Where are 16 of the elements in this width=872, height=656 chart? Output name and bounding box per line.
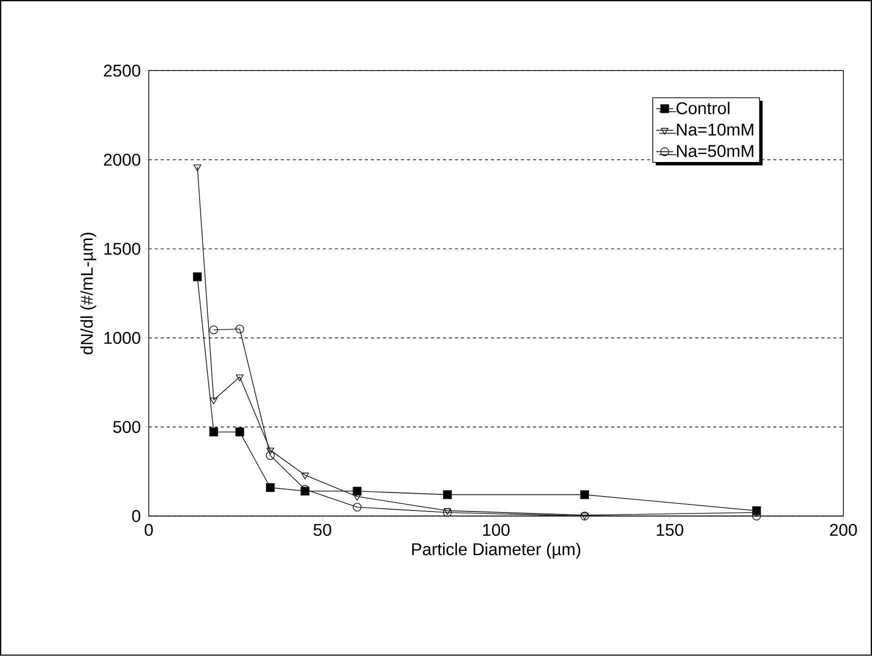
y-tick-label: 1000 bbox=[104, 332, 140, 344]
y-tick-label: 1500 bbox=[104, 242, 140, 255]
legend-label: Na=10mM bbox=[677, 124, 754, 136]
legend-label: Na=50mM bbox=[677, 145, 754, 158]
y-axis-title: dN/dl (#/mL-µm) bbox=[80, 232, 96, 354]
y-tick-label: 2500 bbox=[104, 64, 140, 77]
x-tick-label: 200 bbox=[830, 524, 857, 536]
y-tick-label: 0 bbox=[132, 510, 140, 522]
x-tick-label: 100 bbox=[483, 524, 510, 536]
x-axis-title: Particle Diameter (µm) bbox=[412, 542, 580, 559]
x-tick-label: 150 bbox=[656, 524, 684, 536]
y-tick-label: 500 bbox=[113, 421, 140, 434]
y-tick-label: 2000 bbox=[104, 154, 140, 166]
legend-label: Control bbox=[676, 102, 730, 114]
x-tick-label: 50 bbox=[314, 524, 332, 536]
x-tick-label: 0 bbox=[144, 524, 153, 536]
